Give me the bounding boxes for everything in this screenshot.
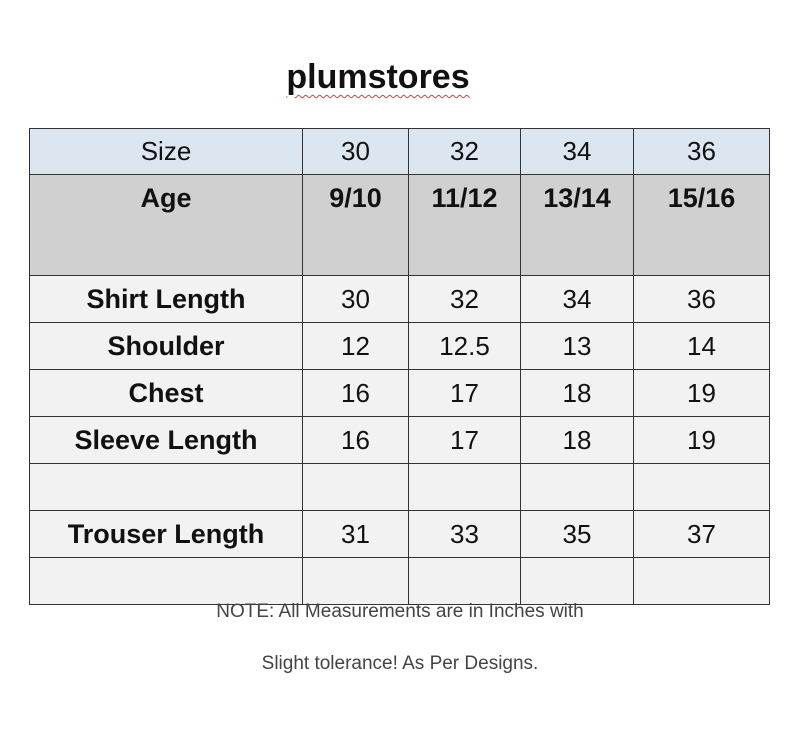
row-label: Shoulder [29,322,303,370]
measurement-cell [520,557,634,605]
title-text: plumstores [286,58,470,96]
note-line-1: NOTE: All Measurements are in Inches wit… [216,601,584,622]
measurement-cell: 33 [408,510,521,558]
measurement-cell [302,463,409,511]
measurement-cell: 18 [520,369,634,417]
size-row: Size 30 32 34 36 [29,128,770,175]
measurement-cell: 34 [520,275,634,323]
measurement-cell: 35 [520,510,634,558]
measurement-cell: 32 [408,275,521,323]
age-label: Age [29,174,303,276]
measurement-cell: 14 [633,322,770,370]
size-cell: 30 [302,128,409,175]
row-label: Sleeve Length [29,416,303,464]
measurement-cell [633,463,770,511]
measurement-cell [408,557,521,605]
age-cell: 11/12 [408,174,521,276]
row-label: Trouser Length [29,510,303,558]
measurement-cell: 13 [520,322,634,370]
age-cell: 13/14 [520,174,634,276]
table-row: Chest 16 17 18 19 [29,369,770,417]
measurement-cell: 30 [302,275,409,323]
measurement-cell: 12 [302,322,409,370]
row-label: Shirt Length [29,275,303,323]
measurement-cell [633,557,770,605]
measurement-cell [520,463,634,511]
row-label [29,557,303,605]
measurement-cell: 17 [408,369,521,417]
measurement-cell [408,463,521,511]
size-cell: 34 [520,128,634,175]
measurement-cell: 17 [408,416,521,464]
size-cell: 36 [633,128,770,175]
note-line-2: Slight tolerance! As Per Designs. [261,653,539,674]
measurement-cell: 12.5 [408,322,521,370]
table-row: Trouser Length 31 33 35 37 [29,510,770,558]
measurement-cell: 19 [633,369,770,417]
measurement-cell: 36 [633,275,770,323]
row-label [29,463,303,511]
measurement-cell: 16 [302,416,409,464]
size-label: Size [29,128,303,175]
table-row: Shirt Length 30 32 34 36 [29,275,770,323]
measurement-cell: 18 [520,416,634,464]
measurement-cell: 16 [302,369,409,417]
size-cell: 32 [408,128,521,175]
row-label: Chest [29,369,303,417]
measurement-cell: 37 [633,510,770,558]
table-row: Shoulder 12 12.5 13 14 [29,322,770,370]
measurement-cell: 31 [302,510,409,558]
table-row: Sleeve Length 16 17 18 19 [29,416,770,464]
page-title: plumstores [0,58,756,97]
measurement-cell: 19 [633,416,770,464]
size-chart-table: Size 30 32 34 36 Age 9/10 11/12 13/14 15… [29,128,770,605]
age-cell: 9/10 [302,174,409,276]
measurement-cell [302,557,409,605]
age-row: Age 9/10 11/12 13/14 15/16 [29,174,770,276]
table-row [29,463,770,511]
age-cell: 15/16 [633,174,770,276]
table-row [29,557,770,605]
